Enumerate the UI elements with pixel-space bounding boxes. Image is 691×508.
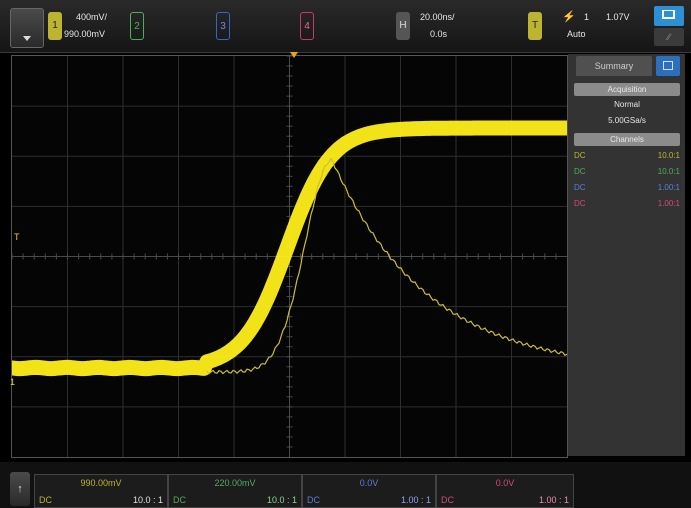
monitor-icon [662,10,675,19]
trigger-level: 1.07V [606,12,630,22]
bottom-channel-2[interactable]: 220.00mV DC 10.0 : 1 [168,474,302,508]
channel-coupling: DC [39,495,52,505]
trigger-edge-icon: ⚡ [562,11,576,23]
tab-summary[interactable]: Summary [576,56,652,76]
channel-probe: 1.00 : 1 [538,495,569,505]
window-icon [663,61,673,70]
signal-button[interactable]: ∕∕ [654,28,684,46]
acquisition-mode: Normal [614,100,640,109]
bottom-channel-4[interactable]: 0.0V DC 1.00 : 1 [436,474,574,508]
channels-header: Channels [574,133,680,146]
panel-toggle-button[interactable] [656,56,680,76]
waveform-svg [12,56,567,457]
channel-coupling: DC [574,199,586,208]
channel-probe: 1.00:1 [657,183,680,192]
ch1-ground-marker[interactable]: 1 [10,377,16,387]
chevron-down-icon [23,36,31,41]
top-toolbar: 400mV/ 990.00mV 2 3 4 H 20.00ns/ 0.0s T … [0,0,691,53]
summary-panel: Summary Acquisition Normal 5.00GSa/s Cha… [568,54,685,456]
channel-probe: 1.00:1 [657,199,680,208]
summary-channel-2: DC 10.0:1 [574,167,680,179]
trigger-button[interactable]: T [528,12,542,40]
waveform-display[interactable] [11,55,568,458]
channel-coupling: DC [441,495,454,505]
channel-probe: 10.0 : 1 [266,495,297,505]
channel-coupling: DC [173,495,186,505]
channel-3-button[interactable]: 3 [216,12,230,40]
ch1-offset: 990.00mV [64,29,106,39]
channel-probe: 10.0:1 [657,151,680,160]
acquisition-header: Acquisition [574,83,680,96]
channel-1-label: 1 [48,12,62,40]
channel-1-button[interactable] [48,12,62,40]
channel-coupling: DC [574,151,586,160]
trigger-position-marker[interactable] [290,52,298,58]
channel-coupling: DC [574,183,586,192]
waveform-icon: ∕∕ [667,32,671,42]
channel-offset: 220.00mV [214,478,256,488]
horizontal-delay: 0.0s [430,29,448,39]
channel-4-button[interactable]: 4 [300,12,314,40]
display-button[interactable] [654,6,684,26]
horizontal-scale: 20.00ns/ [420,12,455,22]
summary-channel-3: DC 1.00:1 [574,183,680,195]
channel-offset: 0.0V [359,478,379,488]
horizontal-button[interactable]: H [396,12,410,40]
channel-probe: 10.0 : 1 [132,495,163,505]
channel-coupling: DC [307,495,320,505]
channel-2-button[interactable]: 2 [130,12,144,40]
summary-channel-4: DC 1.00:1 [574,199,680,211]
trigger-source: 1 [584,12,590,22]
channel-offset: 990.00mV [80,478,122,488]
channel-probe: 1.00 : 1 [400,495,431,505]
channel-1-number: 1 [52,20,58,31]
math-trace [206,157,567,375]
menu-button[interactable] [10,8,44,48]
channel-offset: 0.0V [495,478,515,488]
trigger-level-marker[interactable]: T [14,232,20,242]
bottom-channel-1[interactable]: 990.00mV DC 10.0 : 1 [34,474,168,508]
trigger-mode: Auto [567,29,586,39]
summary-channel-1: DC 10.0:1 [574,151,680,163]
bottom-channel-3[interactable]: 0.0V DC 1.00 : 1 [302,474,436,508]
channel-probe: 10.0:1 [657,167,680,176]
ch1-scale: 400mV/ [76,12,108,22]
channel-coupling: DC [574,167,586,176]
arrow-up-icon: ↑ [17,483,23,495]
acquisition-rate: 5.00GSa/s [608,116,646,125]
ch1-persistence-trace [12,120,567,377]
expand-up-button[interactable]: ↑ [10,472,30,506]
